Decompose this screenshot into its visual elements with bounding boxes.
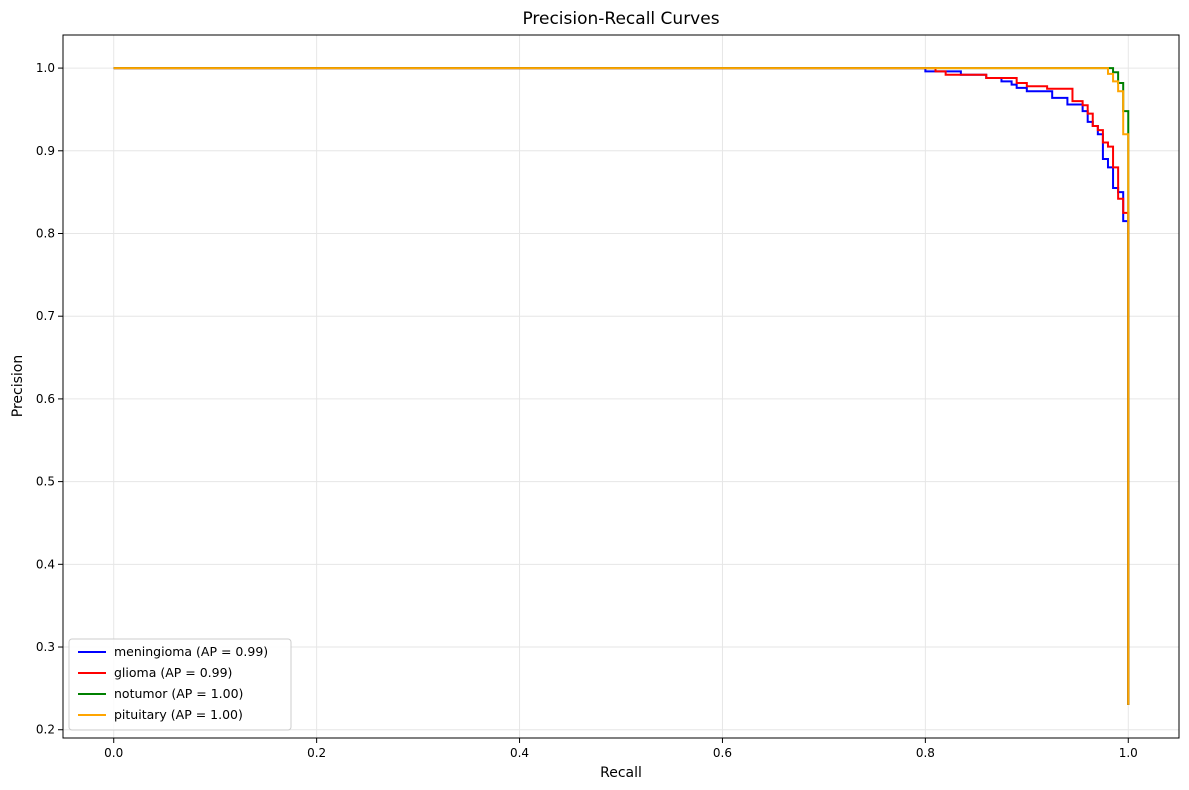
legend-label-meningioma: meningioma (AP = 0.99) [114,644,268,659]
legend: meningioma (AP = 0.99) glioma (AP = 0.99)… [68,638,292,731]
chart-title: Precision-Recall Curves [522,9,719,29]
legend-label-glioma: glioma (AP = 0.99) [114,665,232,680]
series-group [113,67,1130,705]
legend-label-pituitary: pituitary (AP = 1.00) [114,707,243,722]
y-axis-ticks: 0.2 0.3 0.4 0.5 0.6 0.7 0.8 0.9 1.0 [36,61,63,737]
x-tick-label: 1.0 [1119,746,1138,760]
legend-box [68,638,292,731]
x-tick-label: 0.8 [916,746,935,760]
y-tick-label: 0.8 [36,226,55,240]
x-axis-label: Recall [600,765,642,781]
y-tick-label: 0.7 [36,309,55,323]
series-line-pituitary [113,67,1130,705]
x-axis-ticks: 0.0 0.2 0.4 0.6 0.8 1.0 [104,738,1138,760]
y-tick-label: 0.6 [36,392,55,406]
y-axis-label: Precision [10,355,26,417]
x-tick-label: 0.4 [510,746,529,760]
y-tick-label: 0.5 [36,475,55,489]
y-tick-label: 1.0 [36,61,55,75]
y-tick-label: 0.9 [36,144,55,158]
y-tick-label: 0.4 [36,557,55,571]
x-tick-label: 0.6 [713,746,732,760]
legend-label-notumor: notumor (AP = 1.00) [114,686,243,701]
x-tick-label: 0.0 [104,746,123,760]
x-tick-label: 0.2 [307,746,326,760]
series-line-glioma [113,67,1130,705]
y-tick-label: 0.2 [36,723,55,737]
y-tick-label: 0.3 [36,640,55,654]
plot-frame [62,34,1180,739]
